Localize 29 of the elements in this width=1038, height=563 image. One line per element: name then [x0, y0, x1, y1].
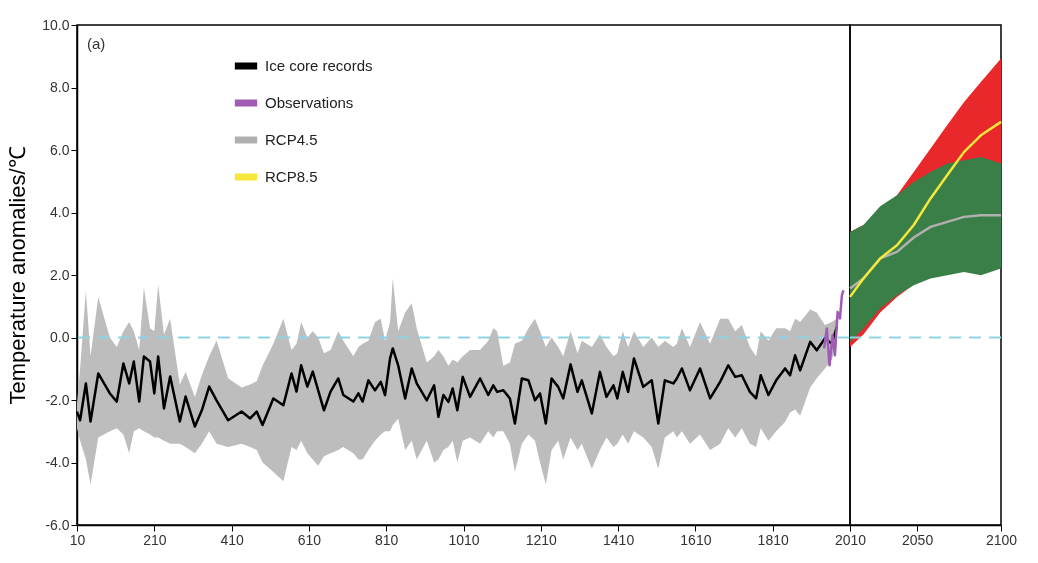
x-tick-label: 1410	[603, 531, 635, 548]
legend-label: RCP4.5	[265, 131, 318, 148]
x-tick-label: 2100	[985, 531, 1018, 548]
y-tick-label: 6.0	[50, 141, 70, 158]
y-tick-label: -2.0	[45, 391, 70, 408]
x-tick-label: 1010	[448, 531, 480, 548]
y-tick-label: -6.0	[45, 516, 70, 533]
legend-label: Observations	[265, 94, 354, 111]
legend-label: RCP8.5	[265, 168, 318, 185]
x-tick-label: 810	[375, 531, 399, 548]
x-tick-label: 2010	[834, 531, 867, 548]
y-tick-label: -4.0	[45, 454, 70, 470]
y-axis-title: Temperature anomalies/℃	[5, 146, 31, 405]
y-tick-label: 10.0	[42, 16, 70, 33]
x-tick-label: 1610	[680, 531, 712, 548]
legend-label: Ice core records	[265, 57, 373, 74]
x-tick-label: 2050	[902, 531, 934, 548]
x-tick-label: 1210	[525, 531, 558, 548]
x-tick-label: 610	[297, 531, 322, 548]
y-tick-label: 8.0	[50, 79, 70, 95]
x-tick-label: 410	[220, 531, 244, 548]
x-tick-label: 210	[143, 531, 167, 548]
annotation: (a)	[87, 35, 106, 52]
y-tick-label: 4.0	[50, 204, 70, 220]
line-series	[822, 289, 845, 367]
y-tick-label: 2.0	[50, 266, 70, 283]
y-tick-label: 0.0	[50, 329, 70, 345]
x-tick-label: 10	[69, 531, 86, 548]
x-tick-label: 1810	[757, 531, 789, 548]
